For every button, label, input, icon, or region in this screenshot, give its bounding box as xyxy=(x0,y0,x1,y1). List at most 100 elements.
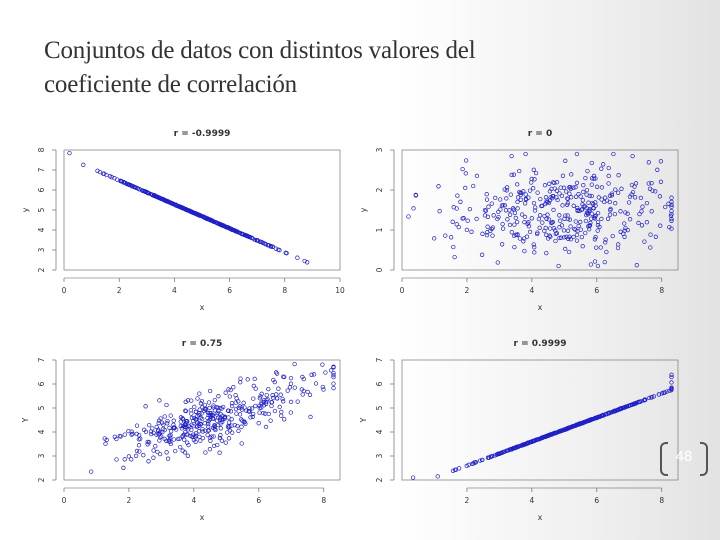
data-point xyxy=(489,201,494,206)
data-point xyxy=(502,203,508,208)
data-point xyxy=(158,416,163,421)
data-point xyxy=(186,442,191,448)
data-point xyxy=(464,227,470,233)
data-point xyxy=(593,416,598,421)
data-point xyxy=(329,368,334,373)
data-point xyxy=(81,162,86,167)
data-point xyxy=(182,422,187,428)
data-point xyxy=(150,192,155,198)
data-point xyxy=(138,436,143,441)
data-point xyxy=(563,189,569,194)
data-point xyxy=(602,199,607,205)
data-point xyxy=(613,187,618,192)
data-point xyxy=(218,433,223,438)
data-point xyxy=(543,434,549,439)
data-point xyxy=(145,439,150,445)
data-point xyxy=(257,239,263,244)
data-point xyxy=(169,429,174,434)
data-point xyxy=(502,187,507,192)
data-point xyxy=(451,244,456,250)
data-point xyxy=(272,379,277,385)
data-point xyxy=(268,418,273,423)
data-point xyxy=(612,211,618,217)
data-point xyxy=(518,197,524,202)
data-point xyxy=(527,229,533,235)
data-point xyxy=(560,173,566,178)
scatter-plot-1-svg: r = -0.9999 0 2 4 6 8 10 x 2 3 4 5 6 7 8 y xyxy=(21,129,345,312)
data-point xyxy=(574,232,580,238)
data-point xyxy=(579,207,584,212)
data-point xyxy=(171,437,177,442)
data-point xyxy=(126,428,131,434)
data-point xyxy=(214,404,219,410)
data-point xyxy=(622,228,627,233)
data-point xyxy=(589,182,594,187)
data-point xyxy=(482,207,488,213)
data-point xyxy=(499,203,505,208)
data-point xyxy=(526,195,531,200)
data-point xyxy=(606,181,611,186)
y-tick-label: 5 xyxy=(37,207,46,212)
data-point xyxy=(248,415,253,420)
data-point xyxy=(522,248,527,254)
data-point xyxy=(541,435,546,440)
data-point xyxy=(518,190,523,196)
data-point xyxy=(555,197,560,203)
data-point xyxy=(274,392,279,397)
data-point xyxy=(565,196,570,201)
data-point xyxy=(229,401,235,406)
data-point xyxy=(669,212,674,217)
data-point xyxy=(288,375,294,381)
data-point xyxy=(192,404,197,410)
data-point xyxy=(519,212,525,217)
data-point xyxy=(615,190,621,195)
data-point xyxy=(649,181,654,186)
data-point xyxy=(121,465,126,470)
data-point xyxy=(490,225,496,230)
data-point xyxy=(245,233,250,239)
data-point xyxy=(533,170,539,176)
data-point xyxy=(589,211,595,216)
data-point xyxy=(646,160,651,165)
data-point xyxy=(256,421,261,426)
data-point xyxy=(282,374,287,380)
data-point xyxy=(514,219,520,225)
data-point xyxy=(524,234,530,239)
data-point xyxy=(435,474,440,479)
data-point xyxy=(532,177,537,182)
data-point xyxy=(456,224,461,230)
data-point xyxy=(220,413,225,418)
page-number: 48 xyxy=(675,448,693,465)
data-point xyxy=(536,437,541,442)
data-point xyxy=(295,255,300,260)
data-point xyxy=(274,371,280,376)
data-point xyxy=(553,231,558,236)
data-point xyxy=(648,395,654,400)
x-tick-label: 8 xyxy=(659,286,664,295)
data-point xyxy=(575,228,580,234)
data-point xyxy=(653,189,658,194)
y-tick-label: 7 xyxy=(37,167,46,172)
data-point xyxy=(599,216,604,222)
data-point xyxy=(109,175,114,180)
data-point xyxy=(151,455,156,460)
data-point xyxy=(292,361,297,367)
data-point xyxy=(568,237,573,242)
data-point xyxy=(485,224,490,229)
data-point xyxy=(188,407,194,413)
data-point xyxy=(542,228,547,234)
data-point xyxy=(479,252,485,257)
data-point xyxy=(121,179,126,185)
data-point xyxy=(554,188,560,193)
data-point xyxy=(471,183,476,189)
data-point xyxy=(331,374,336,380)
data-point xyxy=(287,385,293,390)
data-point xyxy=(122,457,127,462)
y-axis-label: y xyxy=(21,207,30,212)
data-point xyxy=(164,402,169,408)
x-axis-label: x xyxy=(538,303,543,312)
data-point xyxy=(279,413,284,418)
data-point xyxy=(474,216,479,222)
data-point xyxy=(250,414,255,419)
data-point xyxy=(496,209,501,215)
